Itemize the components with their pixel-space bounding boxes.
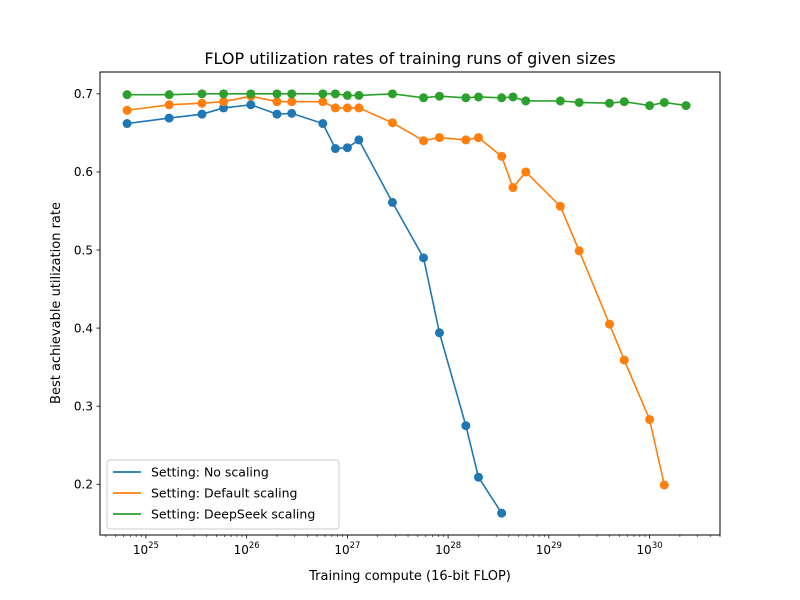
data-point	[461, 421, 471, 431]
data-point	[287, 108, 297, 118]
data-point	[681, 101, 691, 111]
data-point	[318, 119, 328, 129]
legend-item: Setting: DeepSeek scaling	[113, 507, 315, 522]
legend-label: Setting: DeepSeek scaling	[151, 507, 315, 522]
y-axis-ticks: 0.2 0.3 0.4 0.5 0.6 0.7	[74, 87, 100, 492]
data-point	[387, 89, 397, 99]
legend-label: Setting: No scaling	[151, 465, 269, 480]
data-point	[508, 92, 518, 102]
data-point	[605, 319, 615, 329]
data-point	[497, 151, 507, 161]
x-tick-label: 1030	[637, 541, 663, 557]
data-point	[342, 90, 352, 100]
data-point	[434, 133, 444, 143]
plot-frame	[99, 71, 721, 536]
data-point	[434, 328, 444, 338]
data-point	[619, 97, 629, 107]
data-point	[342, 103, 352, 113]
data-point	[287, 97, 297, 107]
data-point	[645, 101, 655, 111]
data-point	[272, 109, 282, 119]
data-point	[246, 100, 256, 110]
data-point	[318, 97, 328, 107]
data-point	[122, 90, 132, 100]
data-point	[272, 89, 282, 99]
y-tick-label: 0.7	[74, 87, 93, 101]
data-point	[197, 109, 207, 119]
data-point	[164, 113, 174, 123]
x-tick-label: 1027	[334, 541, 360, 557]
data-point	[246, 89, 256, 99]
data-point	[330, 103, 340, 113]
data-point	[387, 197, 397, 207]
data-point	[330, 89, 340, 99]
x-axis-label: Training compute (16-bit FLOP)	[308, 569, 511, 584]
data-point	[318, 89, 328, 99]
x-tick-label: 1028	[435, 541, 461, 557]
y-axis-label: Best achievable utilization rate	[49, 202, 64, 404]
data-point	[473, 133, 483, 143]
data-point	[508, 183, 518, 193]
plot-series	[122, 89, 691, 518]
x-tick-label: 1026	[234, 541, 260, 557]
x-tick-label: 1025	[133, 541, 159, 557]
legend-label: Setting: Default scaling	[151, 486, 297, 501]
data-point	[219, 103, 229, 113]
data-point	[330, 144, 340, 154]
data-point	[555, 96, 565, 106]
data-point	[645, 414, 655, 424]
data-point	[219, 97, 229, 107]
data-point	[497, 508, 507, 518]
legend-box	[106, 459, 340, 530]
data-point	[434, 91, 444, 101]
y-tick-label: 0.2	[74, 478, 93, 492]
y-tick-label: 0.4	[74, 321, 93, 335]
series-3	[122, 89, 691, 111]
data-point	[164, 90, 174, 100]
chart-title: FLOP utilization rates of training runs …	[204, 49, 615, 68]
data-point	[354, 103, 364, 113]
data-point	[197, 89, 207, 99]
data-point	[619, 355, 629, 365]
data-point	[461, 135, 471, 145]
data-point	[419, 136, 429, 146]
y-tick-label: 0.3	[74, 399, 93, 413]
y-tick-label: 0.5	[74, 243, 93, 257]
data-point	[287, 89, 297, 99]
data-point	[164, 100, 174, 110]
series-2	[122, 91, 669, 490]
data-point	[555, 201, 565, 211]
data-point	[521, 96, 531, 106]
legend: Setting: No scaling Setting: Default scal…	[106, 459, 340, 530]
legend-item: Setting: Default scaling	[113, 486, 297, 501]
data-point	[122, 105, 132, 115]
data-point	[574, 246, 584, 256]
series-1	[122, 100, 507, 518]
x-axis-ticks: 1025 1026 1027 1028 1029 1030	[105, 535, 721, 557]
data-point	[354, 135, 364, 145]
data-point	[272, 97, 282, 107]
data-point	[659, 480, 669, 490]
data-point	[521, 167, 531, 177]
legend-item: Setting: No scaling	[113, 465, 269, 480]
data-point	[473, 92, 483, 102]
data-point	[197, 98, 207, 108]
y-tick-label: 0.6	[74, 165, 93, 179]
data-point	[419, 93, 429, 103]
data-point	[219, 89, 229, 99]
data-point	[574, 97, 584, 107]
data-point	[659, 97, 669, 107]
data-point	[473, 472, 483, 482]
data-point	[497, 93, 507, 103]
data-point	[461, 93, 471, 103]
x-tick-label: 1029	[536, 541, 562, 557]
data-point	[354, 90, 364, 100]
data-point	[605, 98, 615, 108]
data-point	[342, 143, 352, 153]
data-point	[122, 119, 132, 129]
data-point	[419, 253, 429, 263]
data-point	[387, 118, 397, 128]
